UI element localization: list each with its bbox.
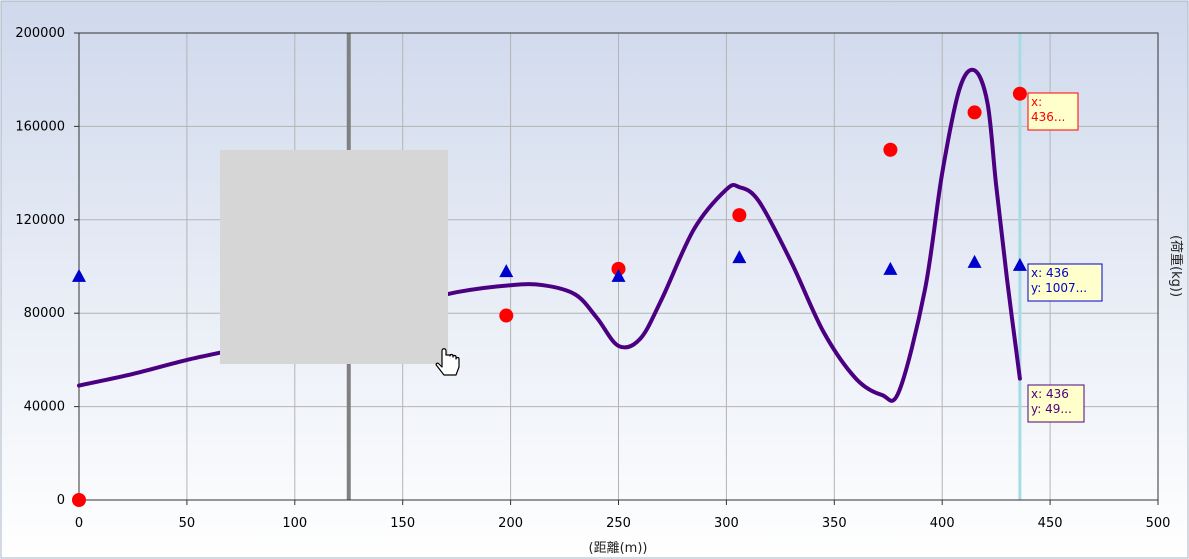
tooltip-box <box>1027 263 1103 302</box>
x-tick-label: 50 <box>179 516 196 531</box>
series-1-point <box>499 264 514 278</box>
x-tick-label: 350 <box>822 516 847 531</box>
series-0-point <box>611 261 626 276</box>
series-0-point <box>883 142 898 157</box>
series-0-point <box>72 493 86 507</box>
y-tick-label: 40000 <box>24 400 65 415</box>
x-axis-title: (距離(m)) <box>589 541 648 556</box>
y-tick-label: 160000 <box>15 119 65 134</box>
tooltip-text: y: 1007... <box>1031 281 1087 295</box>
tooltip-text: x: 436 <box>1031 387 1069 401</box>
series-1-point <box>1012 257 1027 271</box>
x-tick-label: 0 <box>75 516 83 531</box>
y-tick-label: 200000 <box>15 26 65 41</box>
series-0-point <box>732 208 747 223</box>
y-tick-label: 80000 <box>24 306 65 321</box>
tooltip-box <box>1027 384 1085 423</box>
series-1-point <box>72 268 86 282</box>
series-1-point <box>611 268 626 282</box>
tooltip-text: y: 49... <box>1031 402 1072 416</box>
axes: 0 50 100 150 200 250 300 350 400 450 500 0 40000 8000… <box>15 26 1170 531</box>
y-tick-label: 120000 <box>15 213 65 228</box>
occluding-panel <box>220 150 448 364</box>
series-1-point <box>967 254 982 268</box>
x-tick-label: 300 <box>714 516 739 531</box>
series-1-point <box>732 250 747 264</box>
x-tick-label: 400 <box>930 516 955 531</box>
x-tick-label: 450 <box>1038 516 1063 531</box>
hand-cursor-icon <box>435 348 460 376</box>
x-tick-label: 100 <box>282 516 307 531</box>
series-0-point <box>1012 86 1027 101</box>
series-1-point <box>883 261 898 275</box>
y-axis-title: (荷重(kg)) <box>1168 235 1184 297</box>
y-tick-label: 0 <box>57 493 65 508</box>
x-tick-label: 150 <box>390 516 415 531</box>
tooltip-text: 436... <box>1031 110 1065 124</box>
x-tick-label: 500 <box>1146 516 1171 531</box>
series-0-point <box>967 105 982 120</box>
tooltip-text: x: <box>1031 95 1042 109</box>
tooltip-box <box>1027 92 1079 131</box>
x-tick-label: 200 <box>498 516 523 531</box>
series-0-point <box>499 308 514 323</box>
tooltip-text: x: 436 <box>1031 266 1069 280</box>
x-tick-label: 250 <box>606 516 631 531</box>
